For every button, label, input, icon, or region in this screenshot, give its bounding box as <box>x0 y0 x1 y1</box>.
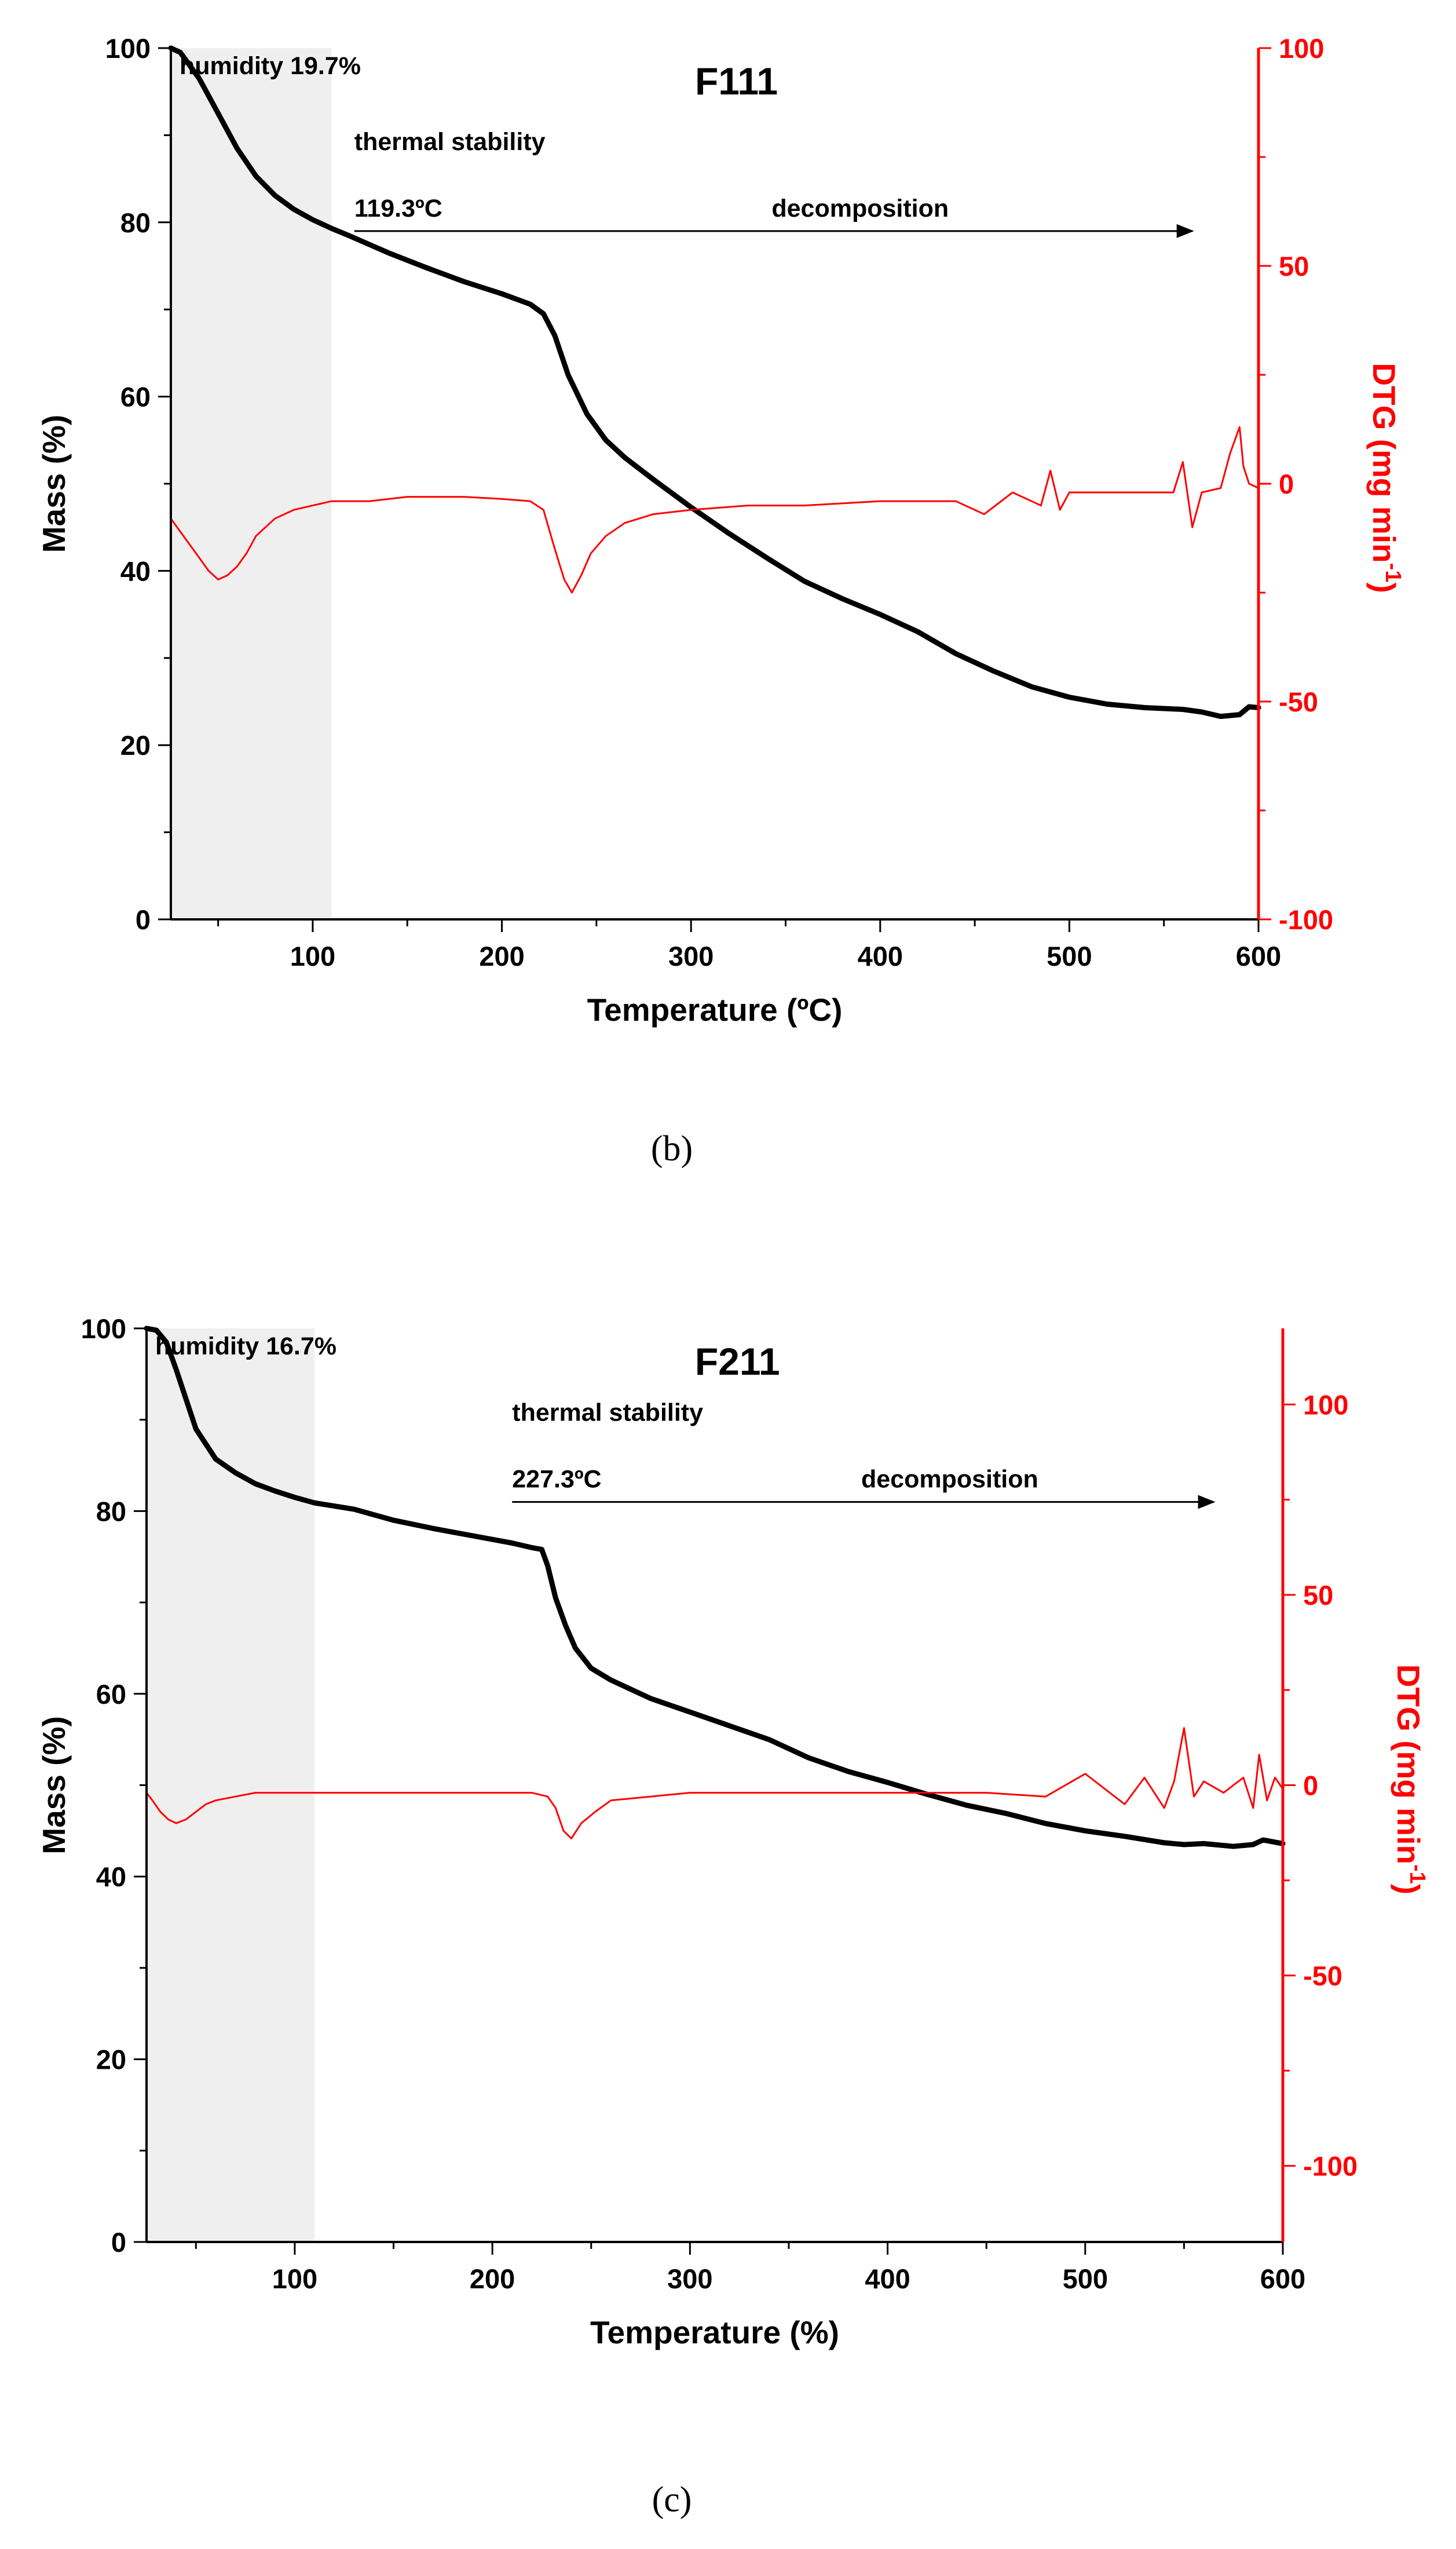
panel-c-y-tick-label: 60 <box>96 1679 126 1710</box>
panel-c-x-tick-label: 500 <box>1063 2263 1108 2294</box>
panel-c-decomposition-label: decomposition <box>861 1466 1038 1493</box>
panel-b-x-axis-title: Temperature (ºC) <box>587 992 843 1028</box>
panel-c-y-tick-label: 80 <box>96 1496 126 1527</box>
panel-c-y2-axis-title-main: DTG (mg min <box>1391 1664 1426 1864</box>
panel-c-x-axis-title: Temperature (%) <box>590 2314 839 2350</box>
panel-b-y-axis-title: Mass (%) <box>36 415 72 553</box>
panel-b-humidity-label: humidity 19.7% <box>180 52 361 80</box>
panel-b-x-tick-label: 300 <box>668 941 714 972</box>
panel-b-x-tick-label: 400 <box>858 941 903 972</box>
panel-b-caption: (b) <box>651 1129 693 1168</box>
panel-b-y2-tick-label: 100 <box>1279 33 1324 64</box>
panel-b-decomposition-label: decomposition <box>771 195 949 222</box>
panel-c-y-tick-label: 0 <box>111 2227 126 2258</box>
panel-c-series-mass <box>144 1325 1286 1849</box>
panel-c-y-tick-label: 20 <box>96 2044 126 2075</box>
panel-b-humidity-region <box>171 48 332 919</box>
panel-b-series-mass <box>168 45 1261 720</box>
panel-c-humidity-region <box>147 1328 315 2242</box>
panel-b-y-tick-label: 100 <box>105 33 151 64</box>
panel-c-x-tick-label: 300 <box>667 2263 712 2294</box>
panel-c-chart-title: F211 <box>695 1340 780 1383</box>
panel-b-y-tick-label: 0 <box>136 904 151 935</box>
panel-b-y-tick-label: 60 <box>120 382 151 412</box>
panel-b-stability-temp-label: 119.3ºC <box>354 195 442 222</box>
panel-b-thermal-stability-label: thermal stability <box>354 128 546 156</box>
panel-b-y2-axis-title-sup: -1 <box>1381 563 1405 583</box>
panel-b-x-tick-label: 100 <box>290 941 335 972</box>
panel-b-x-tick-label: 500 <box>1047 941 1092 972</box>
panel-b-x-tick-label: 600 <box>1236 941 1281 972</box>
panel-c-chart: 100 200 300 400 500 600 0 20 40 60 80 100 -100 -50 0 50… <box>36 1313 1429 2519</box>
panel-c-y2-axis-title-sup: -1 <box>1405 1864 1429 1884</box>
panel-c-x-tick-label: 200 <box>470 2263 515 2294</box>
panel-c-series-dtg <box>145 1727 1284 1839</box>
panel-c-caption: (c) <box>652 2480 692 2519</box>
panel-b-y-tick-label: 20 <box>120 730 151 761</box>
panel-c-y-tick-label: 40 <box>96 1861 126 1892</box>
panel-c-y-axis-title: Mass (%) <box>36 1716 72 1854</box>
panel-b-y2-axis-title: DTG (mg min-1) <box>1366 363 1405 593</box>
panel-b-y-tick-label: 80 <box>120 207 151 238</box>
panel-b-y2-tick-label: 50 <box>1279 251 1309 282</box>
panel-b-x-tick-label: 200 <box>479 941 524 972</box>
panel-b-y2-tick-label: -50 <box>1279 686 1318 717</box>
panel-c-humidity-label: humidity 16.7% <box>155 1332 336 1360</box>
panel-c-y2-tick-label: 100 <box>1303 1389 1348 1420</box>
panel-c-thermal-stability-label: thermal stability <box>512 1399 703 1427</box>
panel-c-y2-axis-title-close: ) <box>1391 1884 1426 1894</box>
panel-c-x-tick-label: 600 <box>1260 2263 1305 2294</box>
panel-b-series-dtg <box>170 426 1260 594</box>
panel-b-y2-tick-label: 0 <box>1279 469 1294 499</box>
panel-c-y-tick-label: 100 <box>81 1313 126 1344</box>
panel-b-y2-axis-title-close: ) <box>1366 582 1402 593</box>
panel-b-y2-tick-label: -100 <box>1279 904 1333 935</box>
panel-c-stability-temp-label: 227.3ºC <box>512 1466 601 1493</box>
panel-c-y2-tick-label: -100 <box>1303 2151 1358 2182</box>
panel-b-y2-axis-title-main: DTG (mg min <box>1366 363 1402 563</box>
panel-b-y-tick-label: 40 <box>120 556 151 586</box>
panel-c-x-tick-label: 400 <box>865 2263 910 2294</box>
panel-c-y2-tick-label: 50 <box>1303 1580 1333 1611</box>
panel-b-chart-title: F111 <box>695 60 778 103</box>
panel-c-y2-tick-label: -50 <box>1303 1960 1342 1991</box>
panel-c-y2-tick-label: 0 <box>1303 1770 1318 1801</box>
panel-b-chart: 100 200 300 400 500 600 0 20 40 60 80 100 -100 -50 0 50… <box>36 33 1405 1168</box>
panel-c-y2-axis-title: DTG (mg min-1) <box>1391 1664 1429 1894</box>
panel-c-x-tick-label: 100 <box>272 2263 317 2294</box>
